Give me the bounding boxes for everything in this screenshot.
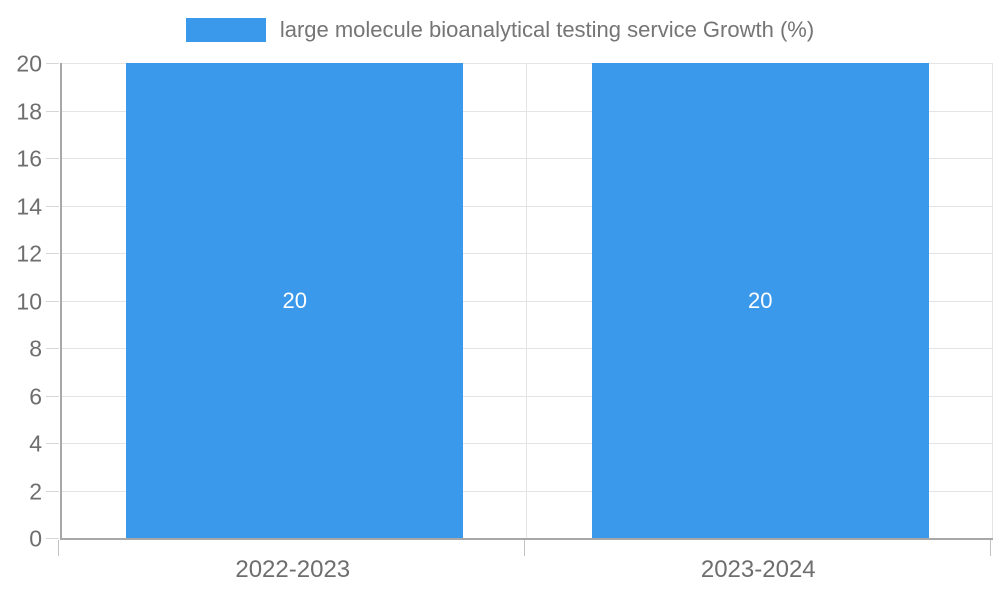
- y-axis-tick-label: 2: [29, 478, 42, 504]
- plot-area: 20 20: [60, 63, 993, 540]
- x-tick-mark: [989, 540, 991, 556]
- x-axis-tick-label: 2023-2024: [700, 556, 816, 583]
- y-tick-mark: [46, 538, 59, 539]
- gridline: [62, 395, 993, 397]
- y-tick-mark: [46, 110, 59, 112]
- y-axis-tick-label: 6: [29, 383, 42, 409]
- y-tick-mark: [46, 253, 59, 254]
- gridline: [62, 63, 993, 64]
- x-axis-tick-label: 2022-2023: [235, 556, 351, 583]
- gridline: [62, 253, 993, 254]
- legend-label: large molecule bioanalytical testing ser…: [279, 17, 815, 42]
- y-tick-mark: [46, 443, 59, 444]
- y-tick-mark: [46, 300, 59, 302]
- x-tick-mark: [524, 540, 525, 556]
- gridline: [62, 110, 993, 112]
- y-tick-mark: [46, 490, 59, 492]
- gridline: [62, 490, 993, 492]
- y-axis-tick-label: 8: [29, 335, 42, 362]
- y-axis-tick-label: 16: [16, 145, 42, 172]
- legend[interactable]: large molecule bioanalytical testing ser…: [0, 17, 1000, 43]
- y-tick-mark: [46, 158, 59, 159]
- gridline: [62, 205, 993, 207]
- y-axis-tick-label: 18: [16, 98, 42, 124]
- bar-value-label: 20: [282, 287, 307, 313]
- gridline: [62, 158, 993, 159]
- category-separator: [526, 63, 527, 538]
- bar-value-label: 20: [748, 287, 773, 313]
- y-axis-tick-label: 12: [16, 240, 42, 267]
- gridline: [62, 348, 993, 349]
- y-axis-tick-label: 14: [16, 193, 42, 219]
- y-tick-mark: [46, 63, 59, 64]
- x-tick-mark: [58, 540, 59, 556]
- gridline: [62, 443, 993, 444]
- bar[interactable]: [591, 63, 929, 538]
- y-axis-tick-label: 4: [29, 430, 42, 457]
- y-tick-mark: [46, 205, 59, 207]
- legend-swatch[interactable]: [185, 18, 266, 42]
- gridline: [62, 300, 993, 302]
- y-tick-mark: [46, 395, 59, 397]
- y-axis-tick-label: 20: [16, 50, 42, 77]
- y-tick-mark: [46, 348, 59, 349]
- y-axis-tick-label: 0: [29, 525, 42, 552]
- y-axis-tick-label: 10: [16, 288, 42, 314]
- category-separator: [991, 63, 993, 538]
- bar[interactable]: [126, 63, 464, 538]
